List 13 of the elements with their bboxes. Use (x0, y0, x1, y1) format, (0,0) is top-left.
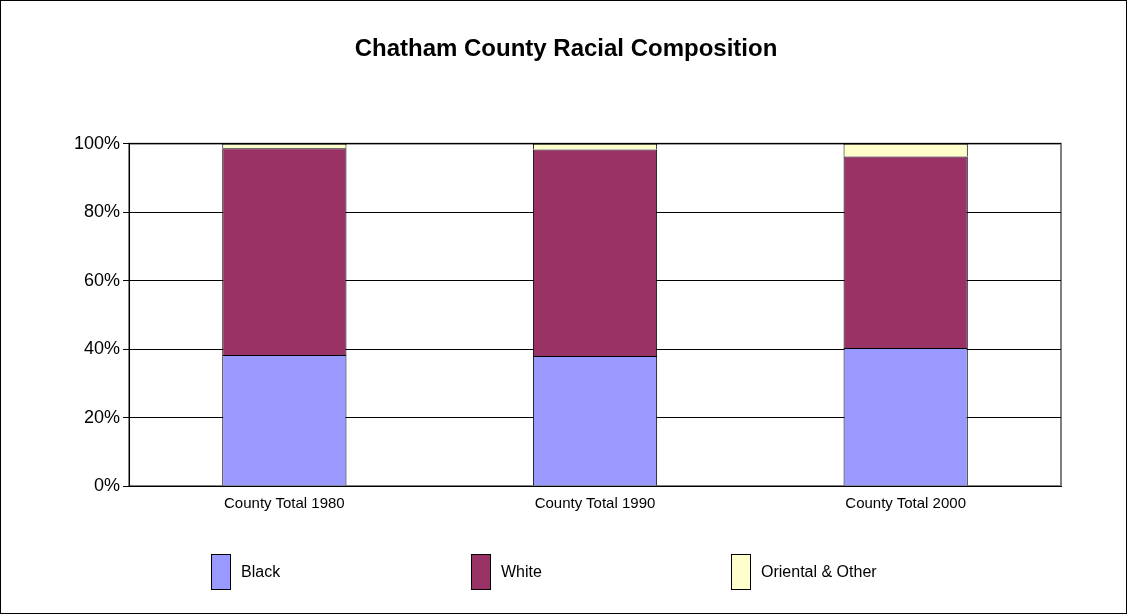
y-tick-label: 0% (94, 474, 121, 495)
y-tick-label: 100% (73, 132, 121, 153)
y-tick-label: 60% (84, 269, 121, 290)
x-tick-label: County Total 2000 (845, 494, 966, 512)
legend-label: White (501, 563, 542, 581)
x-tick-label: County Total 1990 (534, 494, 656, 512)
y-tick-label: 40% (84, 338, 121, 359)
x-tick-label: County Total 1980 (224, 494, 345, 512)
chart-title: Chatham County Racial Composition (354, 34, 778, 62)
y-tick-label: 20% (84, 406, 121, 427)
y-tick-label: 80% (84, 201, 121, 222)
legend-label: Oriental & Other (761, 563, 877, 581)
legend-label: Black (241, 563, 281, 581)
